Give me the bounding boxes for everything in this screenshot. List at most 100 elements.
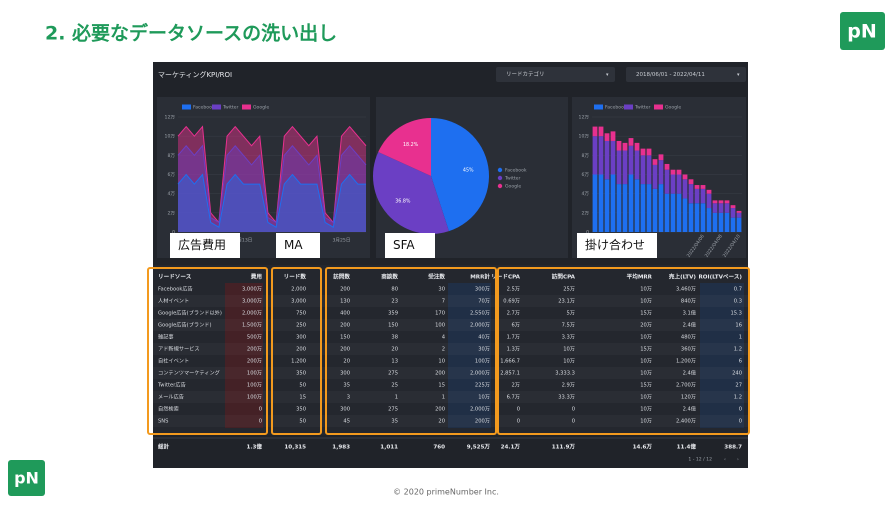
table-cell: 15: [299, 395, 306, 401]
bar-segment: [670, 174, 676, 194]
table-cell: 10万: [640, 286, 652, 293]
table-cell: 200: [340, 347, 350, 353]
bar-segment: [700, 203, 706, 232]
date-dropdown[interactable]: [626, 67, 746, 82]
table-cell: 2,400万: [676, 418, 696, 425]
table-cell: 20万: [640, 322, 652, 329]
column-tint: [700, 283, 744, 428]
row-stripe: [153, 391, 748, 403]
table-cell: 225万: [475, 382, 490, 389]
y-tick-label: 2万: [167, 210, 175, 216]
bar-segment: [688, 184, 694, 204]
bar-segment: [622, 142, 628, 151]
legend-swatch: [497, 167, 503, 173]
table-cell: 500万: [247, 334, 262, 341]
slice-label: 45%: [463, 168, 474, 174]
table-cell: 6.7万: [507, 394, 520, 401]
bar-segment: [664, 169, 670, 194]
column-header: 受注数: [428, 273, 445, 281]
prev-page[interactable]: ‹: [724, 458, 726, 463]
table-cell: 3,000万: [242, 286, 262, 293]
legend-label: Google: [505, 184, 521, 190]
bar-segment: [676, 169, 682, 175]
y-tick-label: 2万: [581, 210, 589, 216]
table-cell: 200: [435, 371, 445, 377]
bar-segment: [616, 150, 622, 185]
legend-label: Facebook: [505, 168, 527, 174]
bar-segment: [712, 200, 718, 204]
table-cell: Facebook広告: [158, 285, 193, 293]
table-cell: 2.4億: [683, 321, 696, 329]
table-cell: 雑記事: [158, 333, 174, 341]
table-cell: 1: [442, 395, 445, 401]
legend-label: Twitter: [222, 105, 239, 111]
table-cell: 100万: [475, 358, 490, 365]
legend-label: Google: [665, 105, 681, 111]
bar-segment: [712, 212, 718, 232]
bar-segment: [634, 142, 640, 151]
total-cell: 1,983: [332, 445, 350, 451]
legend-swatch: [182, 104, 191, 110]
table-cell: アド新規サービス: [158, 345, 200, 353]
slice-label: 36.8%: [395, 199, 411, 205]
bar-segment: [646, 148, 652, 156]
table-cell: 6万: [512, 322, 521, 329]
table-cell: 50: [299, 419, 306, 425]
table-cell: 200万: [475, 418, 490, 425]
column-header: ROI(LTVベース): [698, 274, 742, 281]
column-header: 商談数: [381, 273, 398, 281]
table-cell: 2.9万: [562, 382, 575, 389]
bar-segment: [610, 174, 616, 232]
bar-segment: [604, 179, 610, 232]
table-cell: 0.69万: [503, 298, 520, 305]
y-tick-label: 10万: [165, 134, 176, 140]
table-cell: Google広告(ブランド): [158, 321, 211, 329]
table-cell: 0: [259, 419, 262, 425]
filter-dropdown[interactable]: [496, 67, 615, 82]
table-cell: 10万: [640, 358, 652, 365]
table-cell: 20: [391, 347, 398, 353]
table-cell: 1.2: [734, 395, 742, 401]
column-header: MRR計: [470, 273, 490, 281]
table-cell: 自然検索: [158, 405, 179, 413]
column-header: リードCPA: [491, 274, 520, 281]
bar-segment: [628, 174, 634, 232]
area-line: [177, 173, 366, 228]
table-cell: 3.1億: [683, 309, 696, 317]
y-tick-label: 10万: [579, 134, 590, 140]
legend-label: Facebook: [605, 105, 627, 111]
footer: © 2020 primeNumber Inc.: [393, 488, 499, 497]
dropdown-arrow: ▾: [606, 72, 609, 78]
table-cell: 10万: [640, 406, 652, 413]
table-cell: 33.3万: [558, 394, 575, 401]
bar-segment: [670, 193, 676, 232]
next-page[interactable]: ›: [737, 458, 739, 463]
bar-segment: [670, 169, 676, 175]
table-cell: 45: [343, 419, 350, 425]
table-cell: 0: [517, 407, 520, 413]
table-cell: 0: [572, 407, 575, 413]
pie-slice: [373, 151, 449, 234]
table-cell: 0: [517, 419, 520, 425]
table-cell: 7.5万: [562, 322, 575, 329]
bar-segment: [706, 193, 712, 209]
area-fill: [178, 126, 366, 232]
table-cell: 0.7: [734, 287, 742, 293]
bar-segment: [634, 150, 640, 180]
total-cell: 10,315: [284, 445, 306, 451]
table-cell: 2: [442, 347, 445, 353]
total-cell: 総計: [158, 443, 170, 451]
legend-swatch: [654, 104, 663, 110]
area-line: [177, 144, 367, 224]
bar-segment: [730, 217, 736, 232]
table-cell: 100万: [247, 370, 262, 377]
table-cell: 359: [388, 311, 398, 317]
column-header: 訪問CPA: [552, 273, 576, 281]
logo: pN: [14, 469, 39, 488]
date-label: 2018/06/01 - 2022/04/11: [636, 72, 705, 78]
bar-segment: [736, 217, 742, 232]
slice-label: 18.2%: [403, 142, 419, 148]
table-cell: 人材イベント: [158, 297, 189, 305]
panel: [157, 97, 370, 258]
filter-label: リードカテゴリ: [506, 70, 545, 78]
